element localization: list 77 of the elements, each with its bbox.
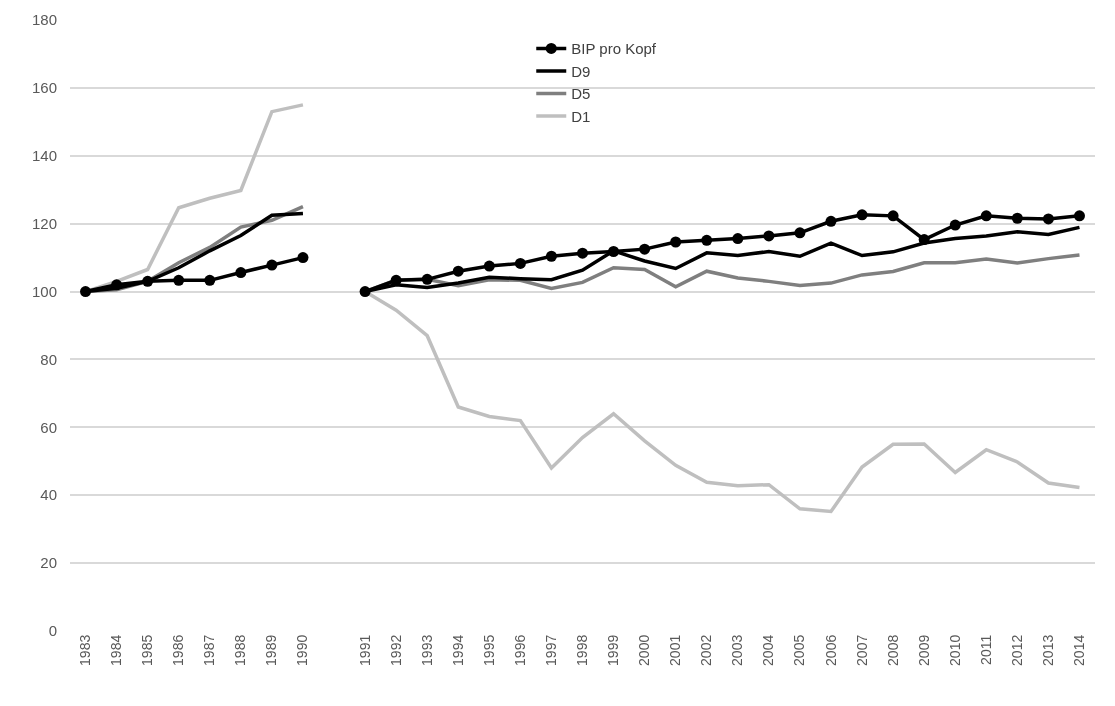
x-tick-label: 2003	[729, 634, 746, 666]
x-tick-label: 2010	[946, 634, 963, 666]
point	[763, 230, 775, 242]
y-tick-label: 120	[31, 214, 57, 232]
point	[235, 267, 247, 279]
point	[701, 234, 713, 246]
y-tick-label: 20	[40, 554, 57, 572]
point	[918, 234, 930, 246]
x-tick-label: 1984	[108, 634, 125, 666]
y-tick-label: 0	[48, 622, 57, 640]
x-tick-label: 2008	[884, 634, 901, 666]
point	[670, 236, 682, 248]
point	[949, 219, 961, 231]
x-tick-label: 1997	[542, 634, 559, 666]
x-tick-label: 2001	[667, 634, 684, 666]
x-tick-label: 2013	[1039, 634, 1056, 666]
point	[483, 260, 495, 272]
x-tick-label: 1986	[170, 634, 187, 666]
legend-label: D5	[571, 85, 591, 103]
x-tick-label: 2007	[853, 634, 870, 666]
x-tick-label: 2002	[698, 634, 715, 666]
point	[452, 265, 464, 277]
point	[266, 259, 278, 271]
point	[111, 279, 123, 291]
point	[856, 209, 868, 221]
point	[142, 275, 154, 287]
legend-label: D1	[571, 107, 591, 125]
point	[1011, 212, 1023, 224]
point	[204, 274, 216, 286]
y-tick-label: 160	[31, 79, 57, 97]
y-tick-label: 60	[40, 418, 57, 436]
x-tick-label: 2004	[760, 634, 777, 666]
x-tick-label: 2009	[915, 634, 932, 666]
x-tick-label: 1989	[263, 634, 280, 666]
point	[545, 250, 557, 262]
x-tick-label: 2014	[1071, 634, 1088, 666]
x-tick-label: 2005	[791, 634, 808, 666]
point	[514, 257, 526, 269]
x-tick-label: 2011	[977, 634, 994, 665]
x-tick-label: 2012	[1008, 634, 1025, 666]
x-tick-label: 1983	[77, 634, 94, 666]
x-tick-label: 1988	[232, 634, 249, 666]
point	[577, 247, 588, 259]
point	[887, 210, 899, 222]
point	[359, 286, 371, 298]
x-tick-label: 1990	[294, 634, 311, 666]
x-tick-label: 2006	[822, 634, 839, 666]
legend-label: BIP pro Kopf	[571, 40, 657, 58]
y-tick-label: 100	[31, 282, 57, 300]
point	[825, 215, 837, 227]
y-tick-label: 40	[40, 486, 57, 504]
x-tick-label: 1999	[605, 634, 622, 666]
x-tick-label: 1998	[574, 634, 591, 666]
x-tick-label: 2000	[636, 634, 653, 666]
x-tick-label: 1992	[387, 634, 404, 666]
y-tick-label: 180	[31, 11, 57, 29]
point	[80, 286, 92, 298]
x-tick-label: 1995	[480, 634, 497, 666]
point	[980, 210, 992, 222]
y-tick-label: 140	[31, 147, 57, 165]
point	[794, 227, 806, 239]
legend-label: D9	[571, 62, 591, 80]
point	[639, 243, 651, 255]
point	[421, 273, 433, 285]
x-tick-label: 1985	[139, 634, 156, 666]
y-tick-label: 80	[40, 350, 57, 368]
point	[173, 274, 185, 286]
x-tick-label: 1987	[201, 634, 218, 666]
x-tick-label: 1991	[356, 634, 373, 666]
x-tick-label: 1996	[511, 634, 528, 666]
point	[608, 246, 620, 257]
point	[1042, 213, 1054, 225]
point	[732, 233, 744, 245]
x-tick-label: 1994	[449, 634, 466, 666]
point	[1073, 210, 1085, 222]
x-tick-label: 1993	[418, 634, 435, 666]
point	[297, 252, 309, 264]
